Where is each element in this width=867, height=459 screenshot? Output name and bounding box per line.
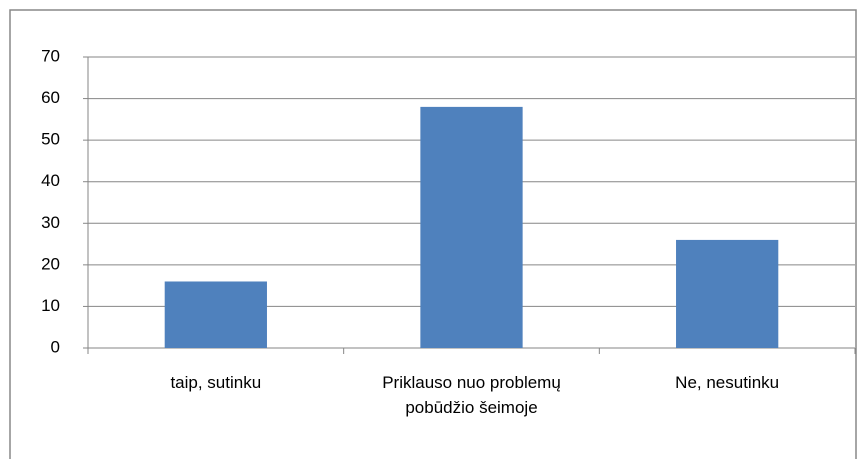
bar xyxy=(420,106,523,348)
bar xyxy=(676,239,779,348)
x-tick-label: taip, sutinku xyxy=(170,373,262,392)
x-tick-label: Ne, nesutinku xyxy=(675,373,780,392)
y-tick-label: 30 xyxy=(41,213,60,232)
y-tick-label: 70 xyxy=(41,46,60,65)
bar xyxy=(164,281,267,348)
chart-border xyxy=(9,9,857,459)
y-tick-label: 0 xyxy=(51,337,60,356)
y-tick-label: 40 xyxy=(41,171,60,190)
y-tick-label: 50 xyxy=(41,130,60,149)
y-tick-label: 60 xyxy=(41,88,60,107)
y-tick-label: 10 xyxy=(41,296,60,315)
y-tick-label: 20 xyxy=(41,254,60,273)
x-tick-label: Priklauso nuo problemų pobūdžio šeimoje xyxy=(382,373,561,417)
